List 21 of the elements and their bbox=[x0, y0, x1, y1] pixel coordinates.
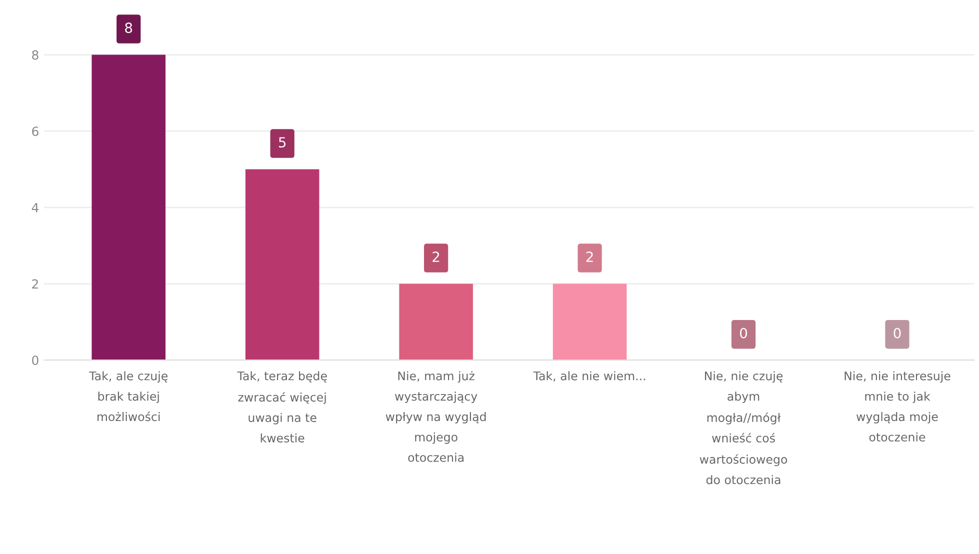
x-tick-label: Nie, nie czuję abym mogła//mógł wnieść coś wartościowego do otoczenia bbox=[700, 371, 788, 484]
y-tick-label: 8 bbox=[32, 50, 38, 60]
data-label: 2 bbox=[432, 252, 440, 262]
bar bbox=[552, 284, 627, 360]
data-label: 0 bbox=[894, 328, 901, 338]
bar bbox=[92, 54, 166, 360]
y-tick-label: 0 bbox=[32, 356, 38, 366]
x-tick-label: Tak, ale nie wiem... bbox=[533, 371, 646, 382]
y-tick-label: 4 bbox=[32, 203, 38, 212]
x-tick-label: Nie, nie interesuje mnie to jak wygląda moje otoczenie bbox=[844, 371, 950, 442]
data-label: 8 bbox=[125, 22, 132, 34]
data-label: 0 bbox=[740, 328, 748, 338]
data-label: 2 bbox=[586, 252, 593, 262]
x-tick-label: Tak, teraz będę zwracać więcej uwagi na te kwestie bbox=[237, 371, 327, 442]
y-tick-label: 6 bbox=[32, 126, 38, 136]
x-tick-label: Nie, mam już wystarczający wpływ na wygląd mojego otoczenia bbox=[386, 371, 486, 462]
x-tick-label: Tak, ale czuję brak takiej możliwości bbox=[89, 371, 168, 422]
data-label: 5 bbox=[278, 137, 286, 148]
bar bbox=[399, 284, 473, 360]
y-tick-label: 2 bbox=[32, 279, 38, 289]
bar bbox=[245, 169, 320, 360]
